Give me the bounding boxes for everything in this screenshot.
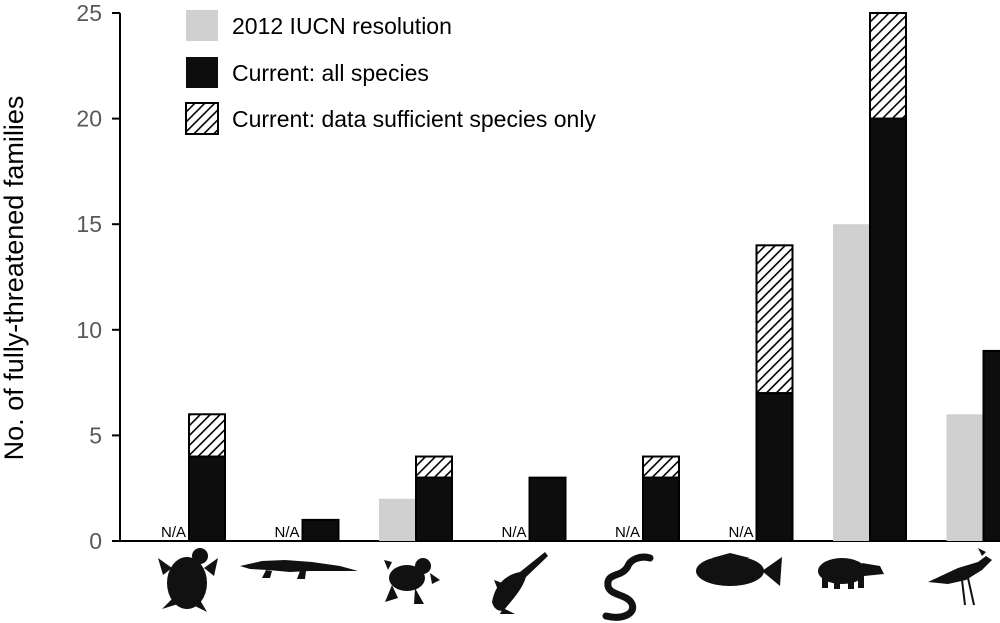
bar-iucn-2012: [379, 498, 415, 541]
legend-label-data-sufficient: Current: data sufficient species only: [232, 106, 596, 132]
turtle-icon: [158, 548, 218, 612]
category-icons: [158, 548, 992, 621]
legend-label-current-all: Current: all species: [232, 60, 429, 86]
legend-swatch-iucn-2012: [186, 10, 218, 41]
na-label: N/A: [615, 524, 640, 541]
legend-swatch-data-sufficient: [185, 102, 219, 135]
secretary-bird-icon: [928, 548, 992, 606]
bar-current-all: [982, 349, 1000, 543]
bar-data-sufficient-segment: [869, 12, 907, 120]
y-tick-label: 25: [76, 0, 102, 26]
tapir-icon: [818, 558, 884, 589]
na-label: N/A: [501, 524, 526, 541]
bar-current-all: [869, 117, 907, 542]
bar-current-all: [642, 476, 680, 543]
na-label: N/A: [728, 524, 753, 541]
bar-current-all: [755, 392, 794, 542]
bars: N/A N/A N/A N/A N/A: [161, 12, 1000, 543]
bar-data-sufficient-segment: [642, 455, 680, 479]
na-label: N/A: [161, 524, 186, 541]
y-axis-ticks: 0 5 10 15 20 25: [76, 0, 120, 554]
bar-current-all: [188, 455, 226, 542]
bar-iucn-2012: [833, 224, 869, 541]
y-axis-label: No. of fully-threatened families: [0, 96, 29, 461]
frog-icon: [384, 558, 440, 604]
snake-icon: [602, 553, 654, 621]
bar-data-sufficient-segment: [415, 455, 453, 479]
crocodile-icon: [240, 560, 358, 579]
y-tick-label: 5: [89, 422, 102, 448]
bar-current-all: [415, 476, 453, 543]
legend-swatch-current-all: [186, 57, 218, 88]
legend: 2012 IUCN resolution Current: all specie…: [185, 10, 596, 135]
bar-current-all: [301, 518, 340, 543]
y-tick-label: 10: [76, 317, 102, 343]
sawfish-icon: [492, 552, 548, 614]
bar-current-all: [528, 476, 567, 543]
bar-iucn-2012: [946, 414, 983, 541]
na-label: N/A: [274, 524, 299, 541]
y-tick-label: 0: [89, 528, 102, 554]
bar-data-sufficient-segment: [755, 244, 794, 395]
bar-data-sufficient-segment: [188, 413, 226, 458]
y-tick-label: 20: [76, 106, 102, 132]
grouper-fish-icon: [696, 553, 782, 586]
legend-label-iucn-2012: 2012 IUCN resolution: [232, 13, 452, 39]
y-tick-label: 15: [76, 211, 102, 237]
